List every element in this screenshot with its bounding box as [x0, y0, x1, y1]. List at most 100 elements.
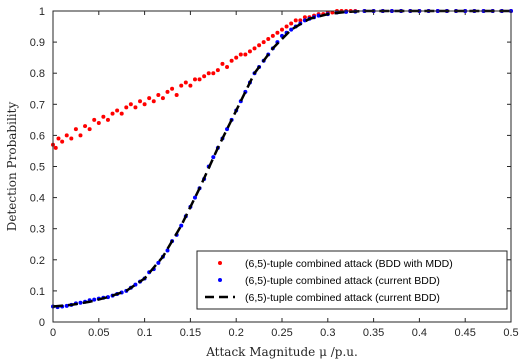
point-bdd-with-mdd	[280, 27, 284, 32]
y-tick-label: 0	[39, 317, 45, 329]
point-current-bdd	[289, 27, 294, 32]
point-bdd-with-mdd	[142, 102, 147, 107]
x-axis-label: Attack Magnitude μ /p.u.	[205, 345, 358, 359]
point-bdd-with-mdd	[243, 52, 248, 57]
y-tick-label: 1	[39, 6, 45, 18]
point-bdd-with-mdd	[110, 111, 115, 116]
point-bdd-with-mdd	[298, 18, 303, 23]
x-tick-label: 0.05	[88, 327, 109, 339]
point-bdd-with-mdd	[60, 139, 65, 144]
point-bdd-with-mdd	[64, 133, 69, 138]
point-bdd-with-mdd	[293, 18, 298, 23]
point-bdd-with-mdd	[147, 96, 152, 101]
legend-swatch-dot	[218, 261, 222, 265]
point-bdd-with-mdd	[202, 74, 207, 79]
legend-entry-label: (6,5)-tuple combined attack (current BDD…	[245, 275, 440, 287]
point-bdd-with-mdd	[284, 24, 289, 29]
point-current-bdd	[192, 195, 197, 200]
point-bdd-with-mdd	[87, 127, 92, 132]
point-bdd-with-mdd	[160, 96, 165, 101]
point-bdd-with-mdd	[302, 15, 307, 20]
point-current-bdd	[64, 303, 69, 308]
point-bdd-with-mdd	[188, 83, 193, 88]
point-bdd-with-mdd	[220, 61, 225, 66]
x-tick-label: 0.45	[454, 327, 475, 339]
point-bdd-with-mdd	[270, 33, 275, 38]
plot-frame	[52, 10, 512, 323]
point-bdd-with-mdd	[266, 36, 271, 41]
x-tick-label: 0.35	[363, 327, 384, 339]
y-tick-label: 0.5	[30, 162, 45, 174]
point-bdd-with-mdd	[215, 68, 220, 73]
y-axis-label: Detection Probability	[5, 102, 19, 232]
point-bdd-with-mdd	[275, 30, 280, 35]
axis-ticks: 0 0.05 0.1 0.15 0.2 0.25 0.3 0.35 0.4 0.45 0.5 0 0.1…	[30, 6, 519, 339]
point-bdd-with-mdd	[238, 52, 243, 57]
point-bdd-with-mdd	[174, 92, 179, 97]
data-marks	[51, 9, 513, 310]
x-tick-label: 0.25	[271, 327, 292, 339]
point-current-bdd	[211, 155, 216, 160]
point-bdd-with-mdd	[115, 108, 120, 113]
point-bdd-with-mdd	[151, 99, 156, 104]
point-bdd-with-mdd	[92, 117, 97, 122]
point-bdd-with-mdd	[252, 46, 257, 51]
x-tick-label: 0.4	[412, 327, 427, 339]
point-current-bdd	[316, 13, 321, 18]
point-bdd-with-mdd	[105, 117, 110, 122]
legend-swatch-dot	[218, 278, 222, 282]
point-bdd-with-mdd	[247, 49, 252, 54]
point-bdd-with-mdd	[83, 124, 88, 129]
point-bdd-with-mdd	[206, 71, 211, 76]
point-bdd-with-mdd	[165, 89, 170, 94]
y-tick-label: 0.2	[30, 255, 45, 267]
point-bdd-with-mdd	[170, 86, 175, 91]
point-current-bdd	[92, 297, 97, 302]
point-current-bdd	[78, 300, 83, 305]
point-bdd-with-mdd	[211, 71, 216, 76]
point-bdd-with-mdd	[73, 127, 78, 132]
point-bdd-with-mdd	[78, 133, 83, 138]
x-tick-label: 0	[50, 327, 56, 339]
y-tick-label: 0.4	[30, 193, 45, 205]
legend-box	[196, 250, 508, 310]
point-bdd-with-mdd	[234, 55, 239, 60]
point-bdd-with-mdd	[53, 145, 58, 150]
x-tick-label: 0.2	[229, 327, 244, 339]
y-tick-label: 0.6	[30, 130, 45, 142]
x-tick-label: 0.3	[320, 327, 335, 339]
point-bdd-with-mdd	[225, 64, 230, 69]
point-bdd-with-mdd	[261, 40, 266, 45]
point-current-bdd	[179, 223, 184, 228]
point-current-bdd	[225, 127, 230, 132]
point-bdd-with-mdd	[138, 99, 143, 104]
point-bdd-with-mdd	[229, 58, 234, 63]
x-tick-label: 0.5	[503, 327, 518, 339]
point-bdd-with-mdd	[56, 136, 61, 141]
y-tick-label: 0.3	[30, 224, 45, 236]
point-bdd-with-mdd	[124, 105, 129, 110]
point-bdd-with-mdd	[128, 102, 133, 107]
point-bdd-with-mdd	[197, 77, 202, 82]
point-bdd-with-mdd	[179, 83, 184, 88]
point-bdd-with-mdd	[330, 10, 335, 15]
point-bdd-with-mdd	[192, 77, 197, 82]
legend-entry-label: (6,5)-tuple combined attack (current BDD…	[245, 292, 440, 304]
point-bdd-with-mdd	[101, 114, 106, 119]
point-bdd-with-mdd	[133, 105, 138, 110]
point-bdd-with-mdd	[156, 92, 161, 97]
point-bdd-with-mdd	[257, 43, 262, 48]
x-tick-label: 0.15	[180, 327, 201, 339]
point-current-bdd	[165, 248, 170, 253]
point-bdd-with-mdd	[183, 80, 188, 85]
point-current-bdd	[302, 18, 307, 23]
y-tick-label: 0.8	[30, 68, 45, 80]
point-bdd-with-mdd	[96, 120, 101, 125]
y-tick-label: 0.9	[30, 37, 45, 49]
point-bdd-with-mdd	[289, 21, 294, 26]
point-bdd-with-mdd	[69, 136, 74, 141]
x-tick-label: 0.1	[137, 327, 152, 339]
point-current-bdd	[156, 260, 161, 265]
point-bdd-with-mdd	[119, 111, 124, 116]
